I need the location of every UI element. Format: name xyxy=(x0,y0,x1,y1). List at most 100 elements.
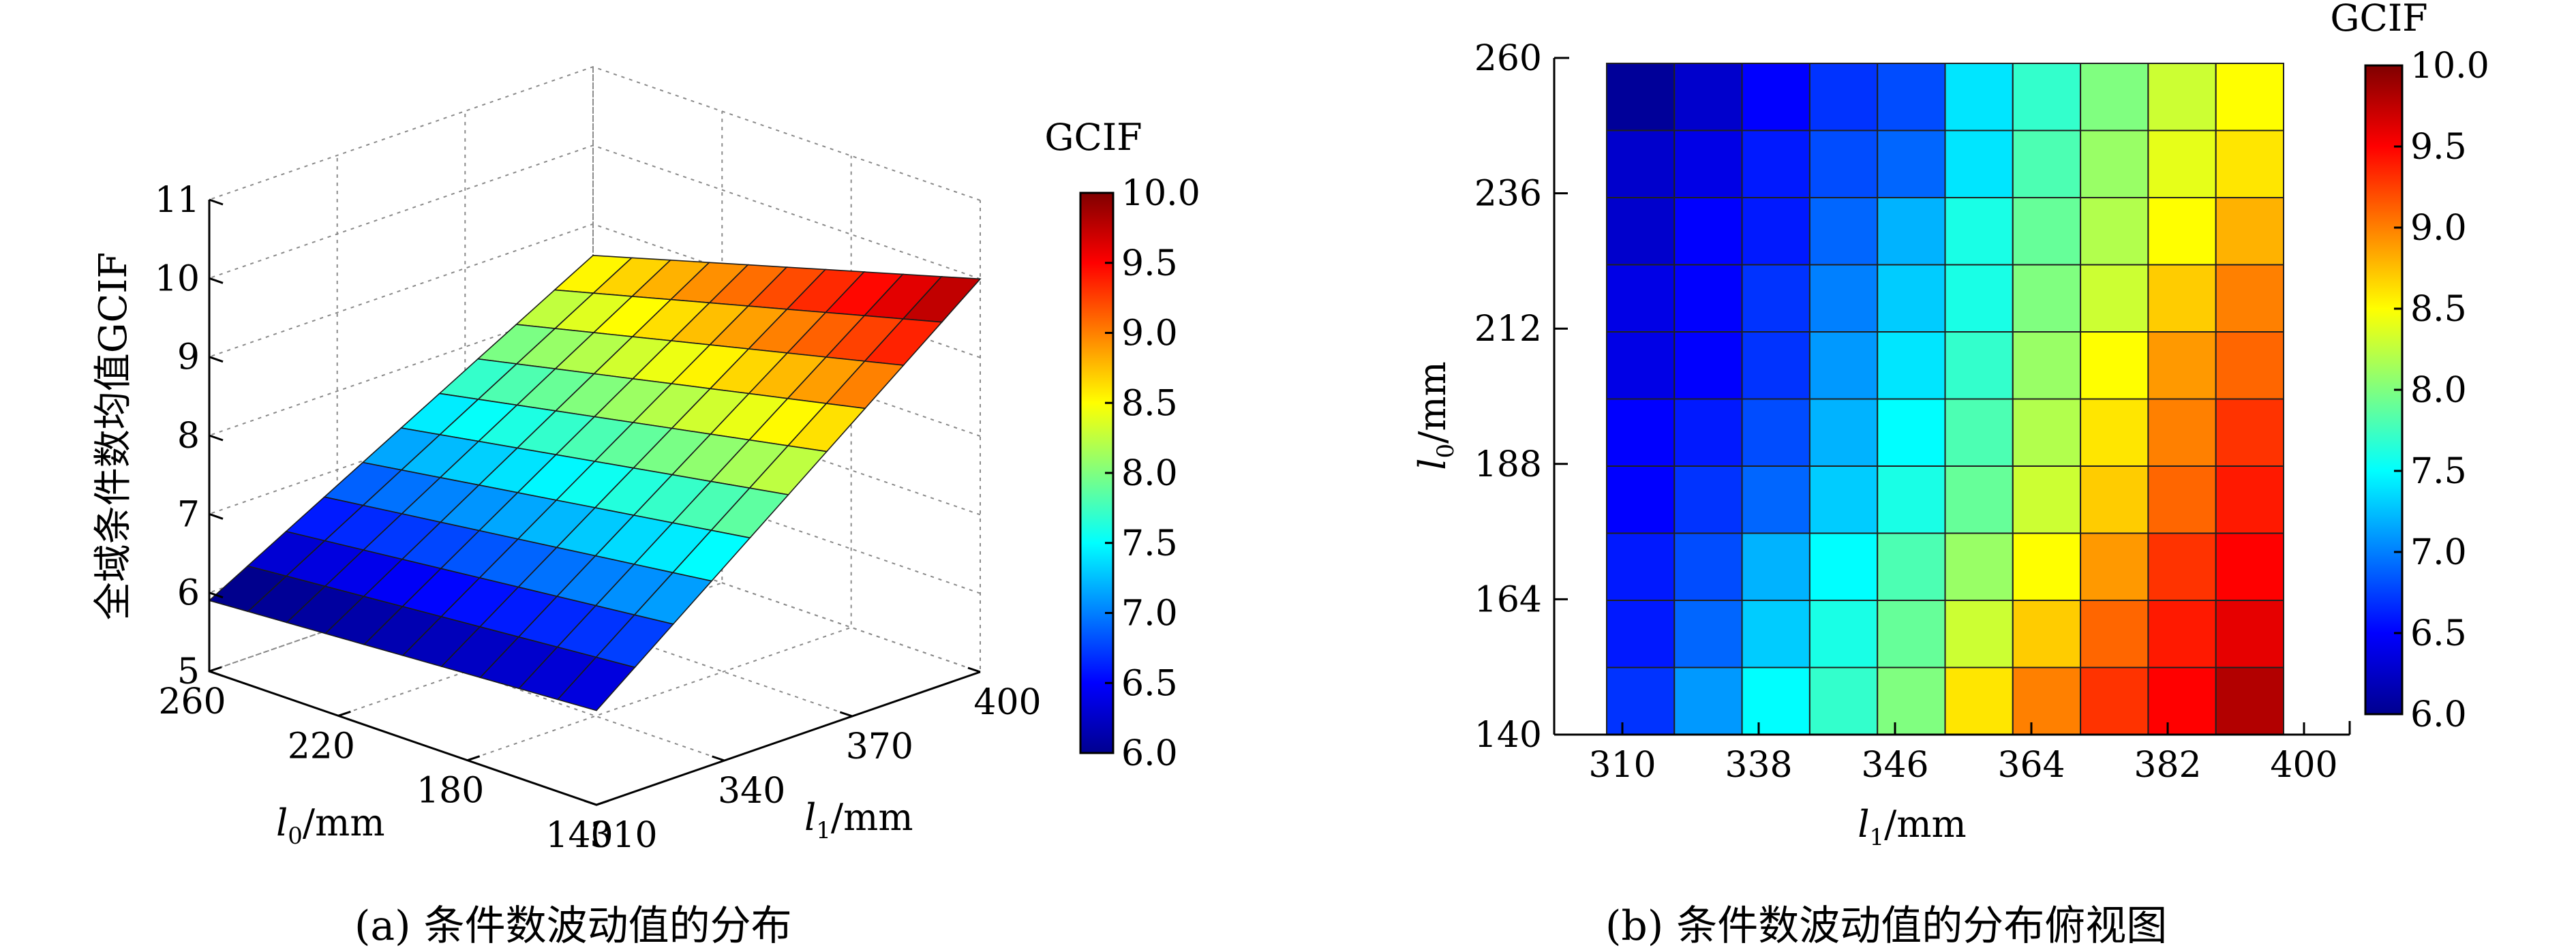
heatmap-cell xyxy=(2012,465,2082,534)
heatmap-cell xyxy=(1808,331,1879,400)
heatmap-cell xyxy=(1808,197,1879,266)
heatmap-y-tick-label: 164 xyxy=(1474,579,1542,620)
y-axis-label: l0/mm xyxy=(276,801,385,850)
surface-plot-panel: 5 6 7 8 9 10 11 140 180 220 260 310 340 370 400 全域条件… xyxy=(91,65,1200,856)
heatmap-cell xyxy=(1944,331,2014,400)
heatmap-cell xyxy=(1741,129,1810,198)
heatmap-cell xyxy=(2215,264,2284,333)
heatmap-x-tick-label: 310 xyxy=(1588,745,1656,786)
colorbar-b-title: GCIF xyxy=(2330,0,2427,40)
heatmap-cell xyxy=(1741,532,1810,601)
heatmap-cell xyxy=(2080,465,2149,534)
heatmap-cell xyxy=(2012,264,2082,333)
heatmap-cell xyxy=(2147,398,2217,467)
heatmap-cell xyxy=(1944,398,2014,467)
heatmap-cell xyxy=(2147,264,2217,333)
y-tick-label: 260 xyxy=(158,681,226,722)
heatmap-cell xyxy=(2215,532,2284,601)
heatmap-cell xyxy=(1877,197,1946,266)
heatmap-cell xyxy=(1944,666,2014,735)
colorbar-tick-label: 6.0 xyxy=(1121,733,1178,774)
heatmap-cell xyxy=(1741,63,1810,132)
heatmap-cell xyxy=(1673,532,1743,601)
colorbar-tick-label: 8.0 xyxy=(2410,370,2467,411)
heatmap-x-tick-label: 364 xyxy=(1997,745,2065,786)
colorbar-a-title: GCIF xyxy=(1044,116,1142,159)
z-tick-label: 5 xyxy=(177,651,200,692)
colorbar-tick-label: 10.0 xyxy=(2410,46,2489,87)
heatmap-cell xyxy=(1808,666,1879,735)
colorbar-tick-label: 9.0 xyxy=(1121,313,1178,354)
heatmap-cell xyxy=(2147,197,2217,266)
heatmap-cell xyxy=(1741,264,1810,333)
z-tick-label: 7 xyxy=(177,494,200,535)
z-tick-label: 10 xyxy=(155,258,200,299)
y-axis-ticks: 140 180 220 260 xyxy=(158,666,613,856)
y-tick-label: 140 xyxy=(545,815,613,856)
heatmap-cell xyxy=(2012,666,2082,735)
heatmap-y-tick-label: 212 xyxy=(1474,309,1542,350)
x-axis-ticks: 310 340 370 400 xyxy=(584,666,1042,856)
heatmap-y-ticks: 260 236 212 188 164 140 xyxy=(1474,38,1568,756)
heatmap-cell xyxy=(1741,197,1810,266)
colorbar-b: GCIF 10.0 9.5 9.0 8.5 8.0 7.5 7.0 6.5 6.0 xyxy=(2330,0,2489,735)
colorbar-tick-label: 8.5 xyxy=(1121,383,1178,424)
y-tick-label: 180 xyxy=(416,771,484,812)
heatmap-cells xyxy=(1606,63,2284,735)
heatmap-cell xyxy=(1808,600,1879,669)
heatmap-cell xyxy=(1673,129,1743,198)
heatmap-cell xyxy=(2215,666,2284,735)
colorbar-a-ticks: 10.0 9.5 9.0 8.5 8.0 7.5 7.0 6.5 6.0 xyxy=(1105,173,1200,774)
heatmap-y-tick-label: 140 xyxy=(1474,715,1542,756)
heatmap-cell xyxy=(1944,465,2014,534)
heatmap-cell xyxy=(2147,600,2217,669)
heatmap-cell xyxy=(1944,197,2014,266)
heatmap-cell xyxy=(1808,532,1879,601)
heatmap-cell xyxy=(1673,600,1743,669)
heatmap-cell xyxy=(2080,666,2149,735)
heatmap-x-tick-label: 346 xyxy=(1861,745,1928,786)
heatmap-cell xyxy=(2215,331,2284,400)
heatmap-cell xyxy=(1741,666,1810,735)
heatmap-cell xyxy=(1673,331,1743,400)
z-tick-label: 8 xyxy=(177,416,200,457)
heatmap-cell xyxy=(1877,129,1946,198)
colorbar-tick-label: 8.0 xyxy=(1121,453,1178,494)
heatmap-cell xyxy=(1741,331,1810,400)
x-tick-label: 340 xyxy=(718,771,785,812)
heatmap-cell xyxy=(1877,63,1946,132)
heatmap-cell xyxy=(1606,666,1676,735)
surface xyxy=(208,254,982,711)
heatmap-cell xyxy=(1808,129,1879,198)
heatmap-cell xyxy=(1673,63,1743,132)
z-axis-ticks: 5 6 7 8 9 10 11 xyxy=(155,180,224,692)
heatmap-cell xyxy=(1606,331,1676,400)
heatmap-cell xyxy=(2147,666,2217,735)
colorbar-tick-label: 6.0 xyxy=(2410,694,2467,735)
colorbar-tick-label: 7.0 xyxy=(2410,532,2467,573)
heatmap-cell xyxy=(1877,666,1946,735)
heatmap-cell xyxy=(1877,264,1946,333)
heatmap-cell xyxy=(1944,600,2014,669)
colorbar-tick-label: 9.0 xyxy=(2410,208,2467,249)
surface-patch xyxy=(556,656,636,711)
caption-b: (b) 条件数波动值的分布俯视图 xyxy=(1605,902,2168,950)
x-axis-label: l1/mm xyxy=(804,796,913,844)
heatmap-cell xyxy=(2012,63,2082,132)
heatmap-cell xyxy=(1877,532,1946,601)
heatmap-cell xyxy=(2080,398,2149,467)
heatmap-y-tick-label: 260 xyxy=(1474,38,1542,79)
heatmap-cell xyxy=(2012,532,2082,601)
heatmap-cell xyxy=(2147,532,2217,601)
heatmap-cell xyxy=(1877,465,1946,534)
heatmap-cell xyxy=(1944,129,2014,198)
colorbar-b-ticks: 10.0 9.5 9.0 8.5 8.0 7.5 7.0 6.5 6.0 xyxy=(2394,46,2489,735)
heatmap-cell xyxy=(2012,129,2082,198)
z-tick-label: 11 xyxy=(155,180,200,221)
colorbar-tick-label: 6.5 xyxy=(2410,613,2467,654)
x-tick-label: 400 xyxy=(973,682,1041,723)
heatmap-x-axis-label: l1/mm xyxy=(1858,803,1967,851)
heatmap-cell xyxy=(1808,264,1879,333)
heatmap-cell xyxy=(2147,63,2217,132)
caption-a: (a) 条件数波动值的分布 xyxy=(354,902,792,950)
